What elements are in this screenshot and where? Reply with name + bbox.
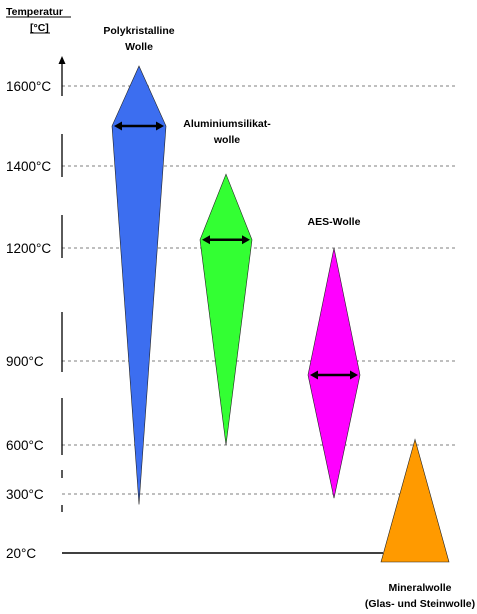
arrowhead-right [242,235,250,245]
series-label: wolle [213,134,240,146]
y-axis-title-line2: [°C] [30,22,49,34]
y-axis-arrowhead [58,56,66,64]
range-shape [380,438,450,563]
series-labels: Polykristalline Wolle Aluminiumsilikat-wol… [103,25,475,610]
series-shapes [111,65,450,563]
tick-label: 300°C [6,487,44,502]
series-label: Mineralwolle [388,582,451,594]
tick-label: 600°C [6,438,44,453]
tick-label: 1200°C [6,241,51,256]
y-axis-title-line1: Temperatur [6,6,63,18]
series-label: Aluminiumsilikat- [183,118,271,130]
arrowhead-right [350,370,358,380]
arrowhead-left [202,235,210,245]
tick-labels: 1600°C 1400°C 1200°C 900°C 600°C 300°C 20°C [6,79,51,561]
arrowhead-right [156,121,164,131]
gridlines [62,85,456,554]
series-label: Wolle [125,41,153,53]
tick-label: 20°C [6,546,36,561]
y-axis: Temperatur [°C] [6,6,71,512]
arrowhead-left [114,121,122,131]
series-label: Polykristalline [103,25,174,37]
series-label: AES-Wolle [308,216,361,228]
arrowhead-left [310,370,318,380]
range-shape [307,247,361,499]
range-shape [111,65,167,505]
tick-label: 1600°C [6,79,51,94]
series-label: (Glas- und Steinwolle) [365,598,475,610]
tick-label: 1400°C [6,159,51,174]
tick-label: 900°C [6,354,44,369]
range-shape [199,173,253,446]
